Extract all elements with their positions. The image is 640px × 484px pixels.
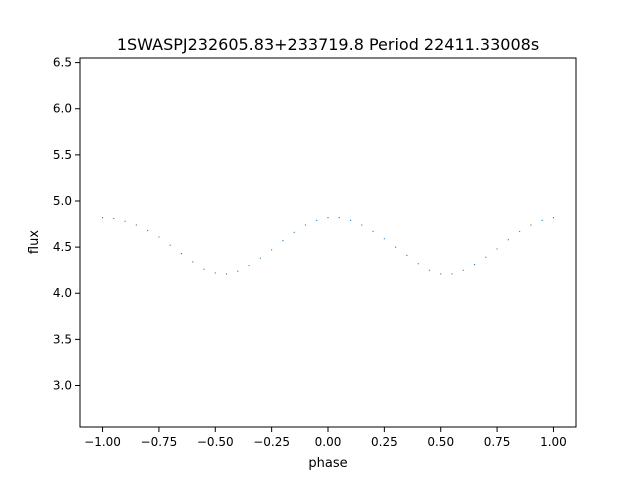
data-point	[101, 216, 104, 219]
x-tick-label: 1.00	[540, 435, 567, 449]
data-point	[519, 230, 521, 233]
data-point	[225, 273, 228, 275]
data-point	[507, 239, 509, 241]
x-tick-label: 0.75	[484, 435, 511, 449]
data-point	[180, 252, 183, 255]
x-tick-label: −0.50	[197, 435, 234, 449]
y-tick-label: 6.5	[53, 56, 72, 70]
data-point	[485, 256, 487, 258]
data-point	[327, 216, 329, 219]
data-point	[293, 231, 295, 233]
x-tick-label: 0.50	[427, 435, 454, 449]
data-point	[338, 216, 340, 219]
y-tick-label: 5.0	[53, 194, 72, 208]
x-tick-label: −1.00	[84, 435, 121, 449]
x-tick-label: 0.00	[315, 435, 342, 449]
data-point	[552, 216, 555, 219]
y-tick-label: 4.0	[53, 286, 72, 300]
data-point	[248, 264, 250, 267]
y-tick-label: 3.5	[53, 332, 72, 346]
data-point	[473, 264, 476, 266]
data-point	[462, 269, 464, 271]
data-point	[203, 268, 205, 270]
data-point	[124, 220, 126, 222]
data-point	[259, 257, 261, 259]
data-point	[316, 219, 318, 221]
data-point	[406, 254, 408, 257]
data-point	[440, 273, 442, 275]
data-point	[113, 217, 115, 220]
data-point	[158, 236, 160, 238]
y-axis: 3.0 3.5 4.0 4.5 5.0 5.5 6.0 6.5	[53, 56, 80, 392]
data-point	[237, 270, 239, 272]
y-axis-label: flux	[27, 230, 42, 254]
data-point	[349, 219, 352, 221]
x-axis-label: phase	[308, 456, 347, 471]
data-point	[383, 238, 385, 240]
data-point	[530, 224, 532, 226]
data-point	[496, 248, 498, 250]
y-tick-label: 3.0	[53, 378, 72, 392]
data-points-layer	[101, 216, 555, 275]
x-tick-label: −0.75	[141, 435, 178, 449]
data-point	[214, 272, 216, 274]
y-tick-label: 6.0	[53, 102, 72, 116]
data-point	[192, 261, 194, 263]
data-point	[451, 273, 453, 275]
data-point	[135, 224, 137, 226]
data-point	[304, 224, 307, 226]
y-tick-label: 5.5	[53, 148, 72, 162]
data-point	[361, 224, 363, 226]
data-point	[147, 229, 149, 232]
data-point	[169, 244, 171, 246]
data-point	[541, 219, 543, 221]
data-point	[372, 230, 374, 233]
y-tick-label: 4.5	[53, 240, 72, 254]
data-point	[428, 269, 431, 271]
x-axis: −1.00 −0.75 −0.50 −0.25 0.00 0.25 0.50 0.75 1.00	[84, 427, 567, 449]
data-point	[417, 263, 419, 265]
data-point	[271, 249, 273, 251]
data-point	[395, 246, 397, 248]
x-tick-label: −0.25	[253, 435, 290, 449]
chart-title: 1SWASPJ232605.83+233719.8 Period 22411.3…	[117, 35, 539, 54]
data-point	[282, 240, 284, 242]
x-tick-label: 0.25	[371, 435, 398, 449]
